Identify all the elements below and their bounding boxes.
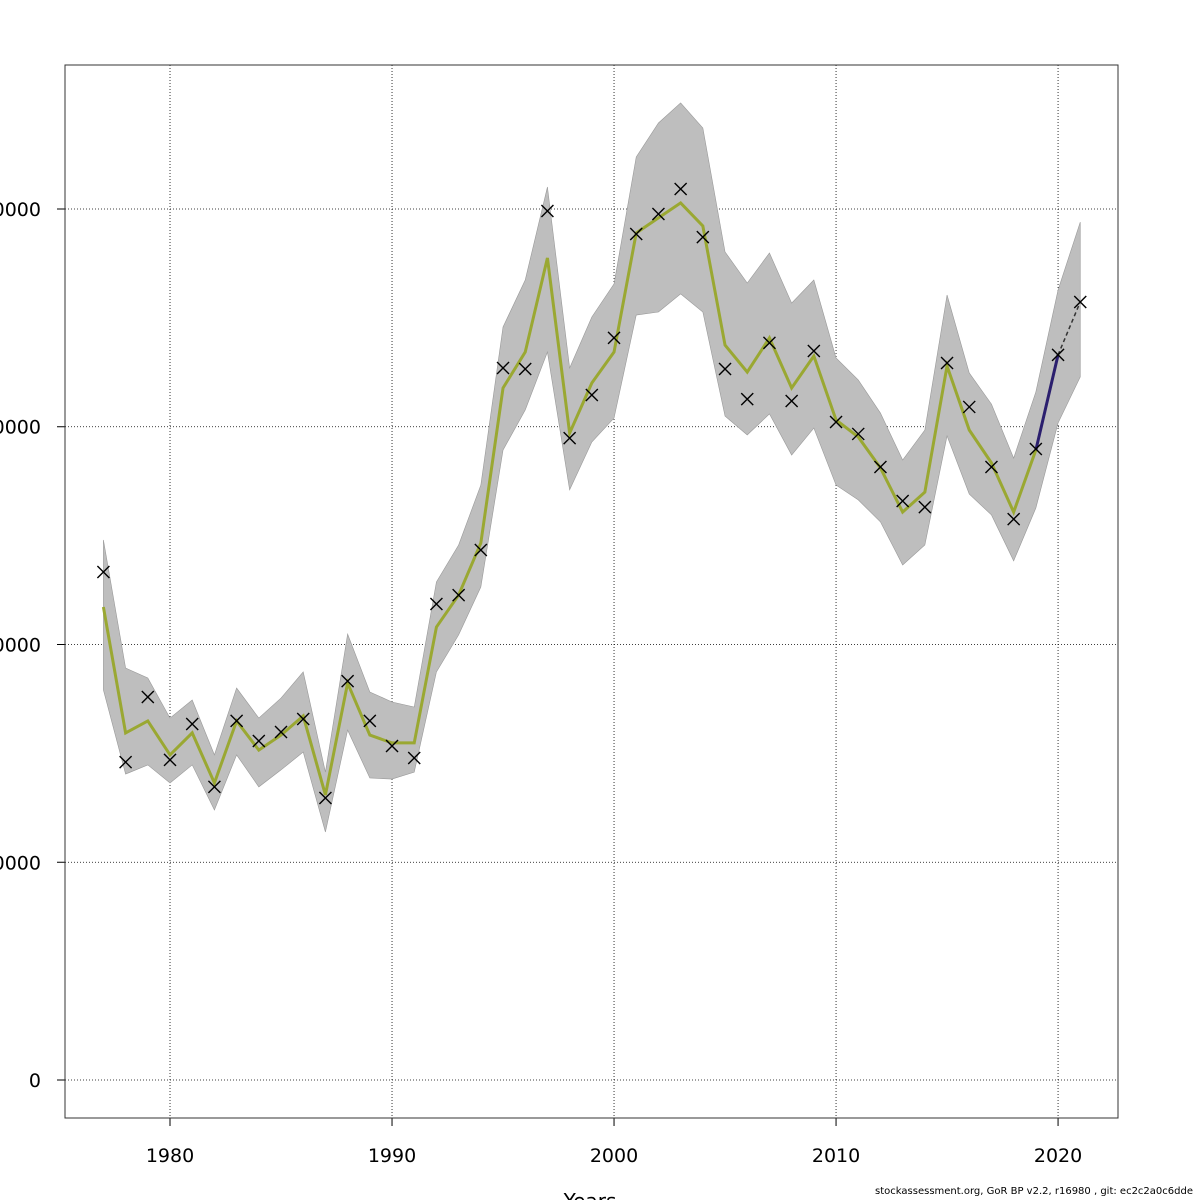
observation [274,725,288,739]
observation [674,182,688,196]
observation [163,753,177,767]
observation [984,460,998,474]
observation [496,361,510,375]
observation [518,362,532,376]
observation [807,344,821,358]
observation [607,331,621,345]
observation [785,394,799,408]
y-tick-label: 0 [29,1070,41,1092]
observation [962,400,976,414]
x-tick-label: 2000 [590,1145,638,1167]
observation [563,431,577,445]
observation [341,674,355,688]
observation [873,460,887,474]
observation [141,690,155,704]
x-axis-label: Years [563,1189,617,1200]
confidence-band [103,102,1081,833]
fit-line [1057,301,1081,356]
observation [119,755,133,769]
observation [1029,442,1043,456]
x-tick-label: 1990 [368,1145,416,1167]
x-tick-label: 2010 [812,1145,860,1167]
observation [296,712,310,726]
observation [540,204,554,218]
observation [918,500,932,514]
observation [629,227,643,241]
footer: stockassessment.org, GoR BP v2.2, r16980… [875,1186,1193,1197]
y-tick-label: 40000 [0,199,41,221]
observation [651,207,665,221]
y-tick-label: 30000 [0,417,41,439]
observation [230,714,244,728]
observation [762,336,776,350]
observation [207,780,221,794]
observation [407,751,421,765]
observation [829,415,843,429]
observation [385,739,399,753]
observation [1051,348,1065,362]
observation [318,791,332,805]
fit-line [1034,354,1060,451]
observation [96,565,110,579]
observation [896,494,910,508]
y-tick-label: 10000 [0,852,41,874]
x-tick-label: 1980 [146,1145,194,1167]
observation [474,543,488,557]
observation [1007,512,1021,526]
observation [452,588,466,602]
observation [1073,295,1087,309]
observation [585,388,599,402]
observation [718,362,732,376]
x-tick-label: 2020 [1034,1145,1082,1167]
plot-frame [64,64,1119,1119]
observation [252,734,266,748]
observation [740,392,754,406]
observation [696,230,710,244]
observation [429,597,443,611]
observation [185,717,199,731]
observation [940,356,954,370]
observation [851,427,865,441]
observation [363,714,377,728]
